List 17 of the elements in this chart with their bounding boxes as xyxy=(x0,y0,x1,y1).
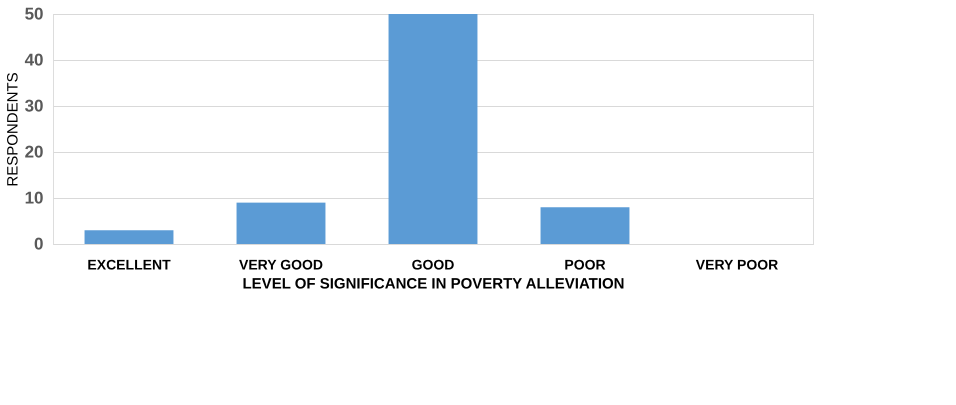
bar xyxy=(236,202,326,244)
y-tick-label: 40 xyxy=(24,50,44,70)
y-axis-title: RESPONDENTS xyxy=(4,72,22,187)
bar xyxy=(540,207,630,244)
y-tick-label: 30 xyxy=(24,96,44,116)
y-tick-label: 0 xyxy=(34,234,44,254)
bar xyxy=(84,230,174,244)
x-tick-label: VERY GOOD xyxy=(238,256,324,272)
y-tick-label: 20 xyxy=(24,142,44,162)
y-tick-label: 50 xyxy=(24,4,44,24)
y-tick-label: 10 xyxy=(24,188,44,208)
x-tick-label: EXCELLENT xyxy=(87,256,172,272)
x-axis-title: LEVEL OF SIGNIFICANCE IN POVERTY ALLEVIATION xyxy=(242,276,624,292)
x-tick-label: VERY POOR xyxy=(696,256,778,272)
bar xyxy=(388,14,478,244)
x-tick-label: GOOD xyxy=(412,256,454,272)
x-tick-label: POOR xyxy=(564,256,606,272)
